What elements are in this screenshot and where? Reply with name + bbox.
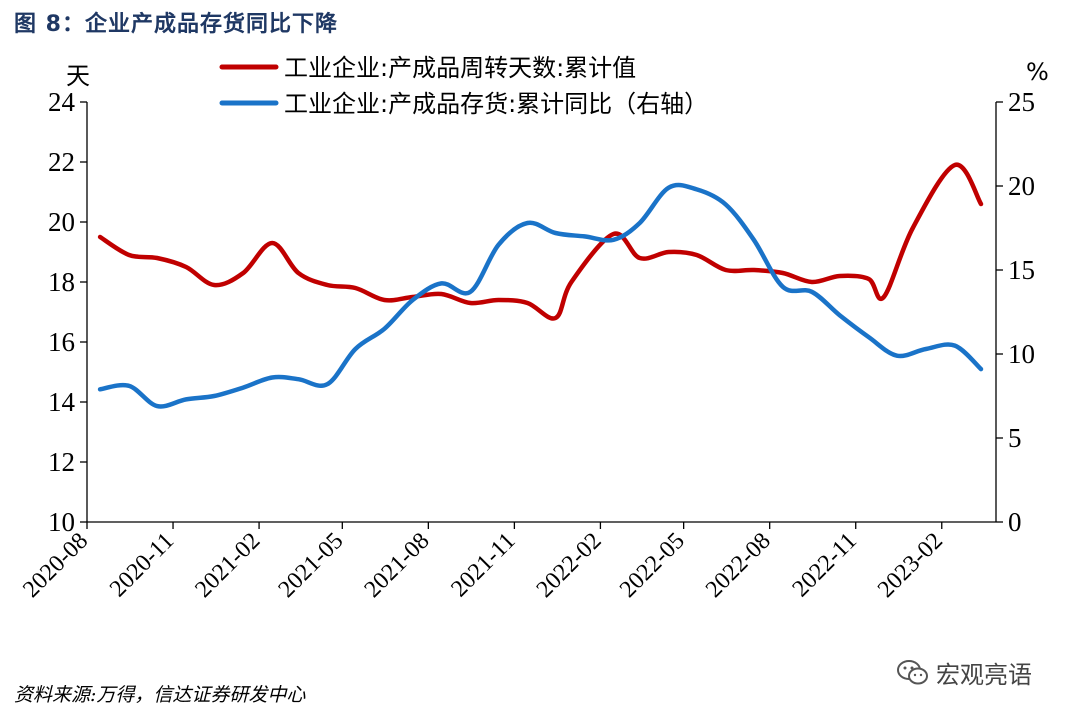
left-y-tick-label: 16	[48, 327, 75, 357]
x-tick-label: 2021-05	[274, 528, 349, 603]
left-y-tick-label: 20	[48, 207, 75, 237]
watermark-text: 宏观亮语	[936, 661, 1032, 689]
left-y-tick-label: 18	[48, 267, 75, 297]
legend-label-2: 工业企业:产成品存货:累计同比（右轴）	[284, 90, 708, 118]
x-tick-label: 2022-11	[788, 528, 862, 602]
series-line-2	[97, 182, 984, 409]
x-tick-label: 2021-08	[360, 528, 435, 603]
right-y-tick-label: 5	[1008, 423, 1022, 453]
source-note: 资料来源:万得，信达证券研发中心	[14, 684, 306, 706]
right-y-tick-label: 20	[1008, 171, 1035, 201]
left-y-tick-label: 12	[48, 447, 75, 477]
axes: 10 12 14 16 18 20 22 24 0 5 10 15 20 25 2020-08 2020-11…	[18, 87, 1035, 603]
x-tick-label: 2020-08	[18, 528, 93, 603]
x-tick-label: 2021-11	[446, 528, 520, 602]
series-layer	[97, 162, 984, 409]
left-y-tick-label: 10	[48, 507, 75, 537]
right-y-tick-label: 10	[1008, 339, 1035, 369]
wechat-icon	[897, 659, 928, 684]
x-tick-label: 2022-08	[701, 528, 776, 603]
right-axis-unit: %	[1026, 58, 1049, 86]
legend-label-1: 工业企业:产成品周转天数:累计值	[284, 54, 636, 82]
x-tick-label: 2021-02	[190, 528, 265, 603]
watermark: 宏观亮语	[896, 655, 1032, 690]
figure-title: 图 8：企业产成品存货同比下降	[14, 12, 338, 37]
x-tick-label: 2022-05	[615, 528, 690, 603]
x-tick-label: 2020-11	[105, 528, 179, 602]
left-axis-unit: 天	[66, 62, 90, 90]
series-line-1	[97, 162, 984, 321]
right-y-tick-label: 25	[1008, 87, 1035, 117]
left-y-tick-label: 24	[48, 87, 76, 117]
right-y-tick-label: 15	[1008, 255, 1035, 285]
x-tick-label: 2023-02	[873, 528, 948, 603]
right-y-tick-label: 0	[1008, 507, 1022, 537]
left-y-tick-label: 14	[48, 387, 76, 417]
x-tick-label: 2022-02	[532, 528, 607, 603]
left-y-tick-label: 22	[48, 147, 75, 177]
